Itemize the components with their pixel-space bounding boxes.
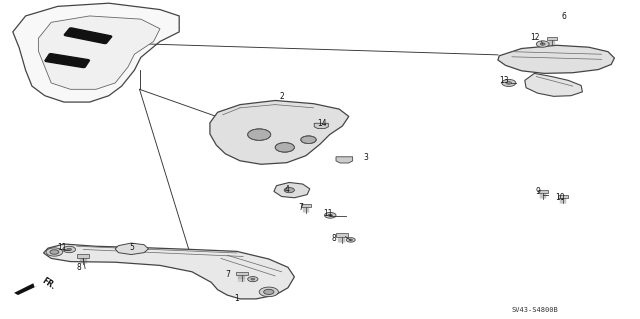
Polygon shape [210,100,349,164]
Text: FR.: FR. [40,276,56,292]
Circle shape [324,212,336,218]
Text: 3: 3 [364,152,369,161]
Circle shape [67,248,72,251]
Circle shape [259,287,278,297]
Polygon shape [336,157,353,163]
Text: 9: 9 [535,187,540,196]
Text: 1: 1 [234,294,239,303]
Circle shape [248,129,271,140]
Bar [558,195,568,198]
Polygon shape [13,3,179,102]
Text: 2: 2 [280,92,284,101]
Text: 8: 8 [332,234,336,243]
Circle shape [63,246,76,253]
Circle shape [248,277,258,282]
Text: 4: 4 [285,185,290,194]
Text: 8: 8 [77,263,81,271]
Polygon shape [38,16,160,89]
Text: 11: 11 [58,243,67,252]
Circle shape [349,239,353,241]
Bar [301,204,311,207]
Text: SV43-S4800B: SV43-S4800B [512,307,559,313]
FancyBboxPatch shape [45,54,90,68]
Polygon shape [14,283,38,295]
Polygon shape [314,123,328,129]
Bar [77,254,89,258]
Text: 5: 5 [129,243,134,252]
Polygon shape [525,73,582,96]
Circle shape [46,248,63,256]
Bar [236,271,248,275]
Circle shape [301,136,316,144]
Text: 12: 12 [530,33,540,42]
Circle shape [284,188,294,193]
Circle shape [346,238,355,242]
Text: 13: 13 [499,76,509,85]
Circle shape [536,41,549,47]
Text: 10: 10 [556,193,565,202]
Circle shape [506,82,511,84]
Polygon shape [498,45,614,73]
Polygon shape [274,182,310,198]
Text: 6: 6 [562,11,567,20]
Circle shape [275,143,294,152]
Circle shape [502,79,516,86]
Polygon shape [44,244,294,299]
Text: 14: 14 [317,119,327,128]
Circle shape [264,289,274,294]
Circle shape [328,214,332,216]
Circle shape [540,43,545,45]
Text: 11: 11 [323,209,333,218]
Bar [538,190,548,193]
FancyBboxPatch shape [65,28,111,44]
Text: 7: 7 [298,203,303,211]
Circle shape [251,278,255,280]
Bar [336,233,348,237]
Text: 7: 7 [225,270,230,278]
Bar [547,37,557,40]
Circle shape [50,250,59,254]
Polygon shape [115,243,148,255]
